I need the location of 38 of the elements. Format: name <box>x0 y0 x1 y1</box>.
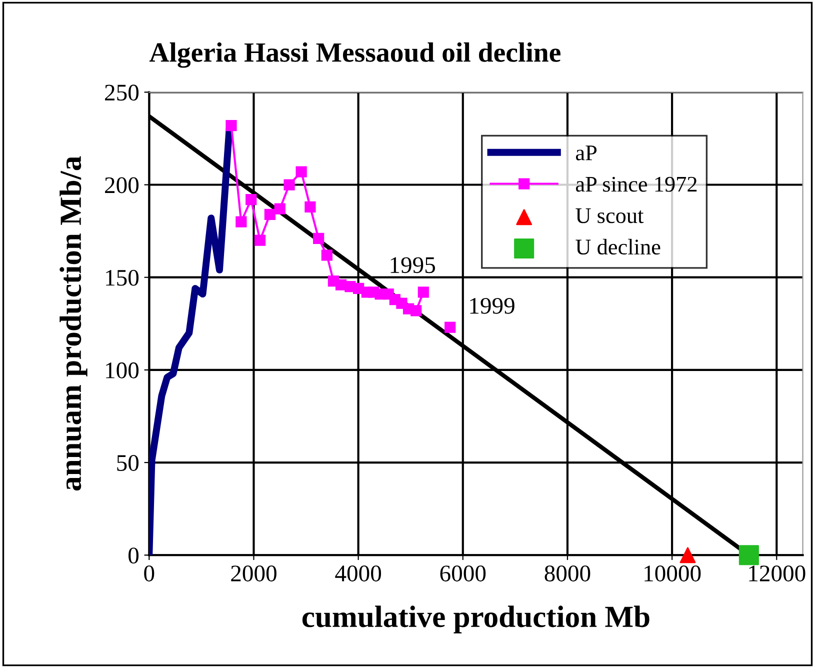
legend-label: aP <box>576 146 597 160</box>
y-tick-label: 200 <box>105 177 139 194</box>
annotation: 1995 <box>390 257 435 274</box>
point <box>444 322 456 333</box>
chart-title: Algeria Hassi Messaoud oil decline <box>149 42 560 68</box>
x-tick-label: 6000 <box>440 566 486 582</box>
y-tick-label: 150 <box>106 270 139 286</box>
point <box>304 201 316 213</box>
point <box>418 286 429 298</box>
annotation: 1999 <box>470 298 514 314</box>
point <box>246 194 257 206</box>
x-tick-label: 4000 <box>335 566 382 582</box>
point <box>296 166 307 178</box>
y-tick-label: 0 <box>128 548 139 564</box>
legend-label: aP since 1972 <box>576 176 697 192</box>
x-tick-label: 12000 <box>749 566 806 582</box>
y-tick-label: 50 <box>117 455 139 471</box>
point <box>236 216 247 228</box>
point <box>284 179 295 190</box>
y-tick-label: 250 <box>105 84 139 101</box>
point <box>680 547 696 564</box>
legend-label: U scout <box>576 208 644 224</box>
point <box>264 208 276 220</box>
point <box>226 120 237 132</box>
point <box>321 250 332 261</box>
y-axis-title: annuam production Mb/a <box>60 156 88 490</box>
point <box>254 234 266 246</box>
point <box>410 305 422 316</box>
x-tick-label: 8000 <box>544 566 590 582</box>
point <box>313 232 324 244</box>
point <box>274 203 286 214</box>
point <box>738 545 759 566</box>
x-tick-label: 2000 <box>231 566 276 582</box>
legend-label: U decline <box>576 238 660 255</box>
y-tick-label: 100 <box>106 362 139 378</box>
x-tick-label: 10000 <box>644 566 701 582</box>
x-tick-label: 0 <box>144 566 154 582</box>
x-axis-title: cumulative production Mb <box>302 606 650 634</box>
